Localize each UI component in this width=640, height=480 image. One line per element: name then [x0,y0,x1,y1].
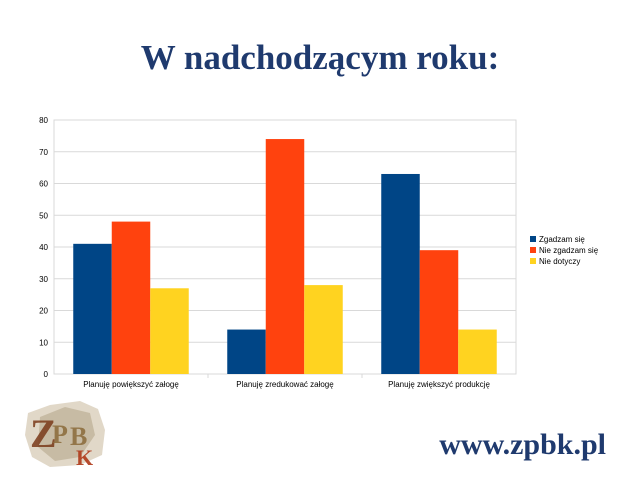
x-tick-label: Planuję powiększyć załogę [83,380,179,389]
website-url[interactable]: www.zpbk.pl [439,428,606,461]
y-tick-label: 40 [39,243,48,252]
bar [419,250,459,374]
bar [304,285,343,374]
bar [150,288,189,374]
x-tick-label: Planuję zwiększyć produkcję [388,380,490,389]
y-tick-label: 60 [39,180,48,189]
y-tick-label: 0 [44,370,49,379]
y-tick-label: 70 [39,148,48,157]
svg-text:B: B [70,422,87,451]
svg-text:P: P [52,420,68,449]
bar [381,173,420,374]
bar [458,329,497,374]
legend-swatch [530,258,536,264]
bar [111,221,151,374]
y-tick-label: 10 [39,338,48,347]
bar [227,329,266,374]
legend-label: Nie zgadzam się [539,246,599,255]
legend-swatch [530,247,536,253]
bar [73,243,112,374]
zpbk-logo: Z P B K [25,401,105,470]
legend-label: Nie dotyczy [539,257,580,266]
x-tick-label: Planuję zredukować załogę [236,380,334,389]
svg-text:Z: Z [30,411,57,456]
svg-text:K: K [76,445,93,470]
legend-swatch [530,236,536,242]
legend-label: Zgadzam się [539,235,585,244]
y-tick-label: 80 [39,116,48,125]
slide-title: W nadchodzącym roku: [140,38,500,77]
bar-chart: 0 10 20 30 40 50 60 70 80 Planuję powiększyć zało… [39,116,599,389]
bar [265,139,305,374]
y-tick-label: 50 [39,211,48,220]
y-tick-label: 20 [39,307,48,316]
y-tick-label: 30 [39,275,48,284]
